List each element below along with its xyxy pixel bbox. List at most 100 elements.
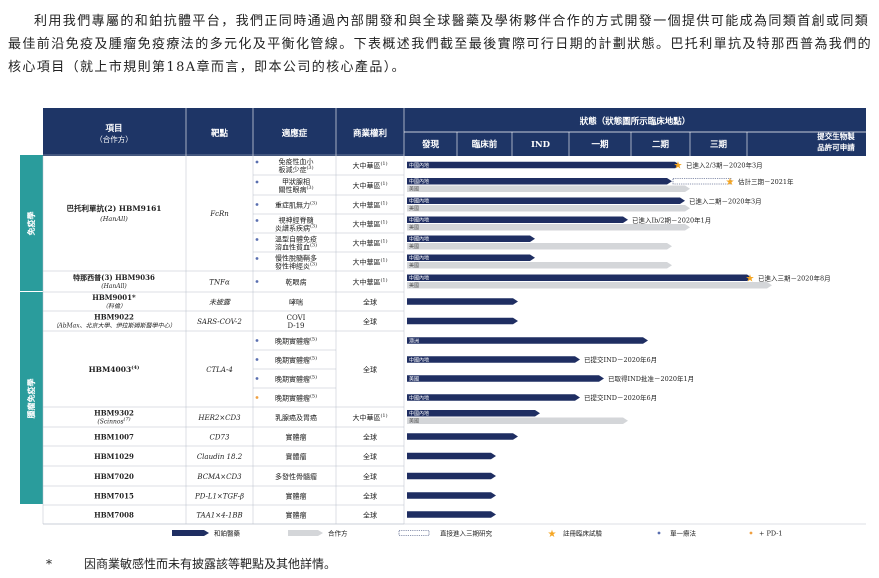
indication-name: 溫型自體免疫: [275, 235, 317, 244]
indication-name: 晚期實體瘤(5): [275, 336, 317, 346]
rights-value: 大中華區(1): [352, 160, 387, 170]
indication-name: 關性眼病(3): [278, 184, 313, 194]
rights-value: 全球: [363, 492, 377, 501]
indication-name: 板減少症(3): [278, 164, 313, 174]
project-name: 特那西普(3) HBM9036: [73, 273, 155, 282]
own-bar-tip: [513, 298, 518, 305]
monotherapy-dot: [255, 280, 259, 283]
indication-name: 溶血性貧血(3): [275, 242, 317, 252]
indication-name: 哮喘: [289, 298, 303, 307]
monotherapy-dot: [255, 180, 259, 184]
legend-direct-label: 直接進入三期研究: [440, 529, 493, 538]
own-bar: [407, 197, 680, 204]
own-bar-tip: [599, 375, 604, 382]
indication-name-sup: (5): [310, 393, 317, 400]
indication-name: 發性神經炎(3): [275, 261, 317, 271]
target-name: PD-L1×TGF-β: [194, 493, 244, 501]
header-indication: 適應症: [282, 128, 308, 139]
registration-star: ★: [746, 273, 755, 284]
indication-name: 重症肌無力(3): [275, 200, 317, 210]
stage-label: 臨床前: [472, 139, 498, 150]
indication-name: 多發性骨髓瘤: [275, 472, 317, 481]
legend-own-label: 和鉑醫藥: [214, 529, 241, 538]
bar-note: 已進入三期－2020年8月: [758, 273, 831, 282]
own-bar-tip: [575, 356, 580, 363]
bar-label: 中國內地: [409, 410, 429, 417]
indication-name: 乳腺癌及胃癌: [275, 413, 317, 422]
partner-bar-tip: [767, 282, 772, 289]
legend-pd1-dot: [749, 531, 753, 535]
monotherapy-dot: [255, 257, 259, 260]
rights-value-sup: (1): [380, 180, 387, 187]
legend-pd1-label: + PD-1: [759, 530, 783, 538]
project-name: HBM4003(4): [89, 364, 140, 374]
stage-label: 三期: [710, 139, 728, 150]
target-name: HER2×CD3: [197, 414, 241, 422]
registration-star: ★: [674, 161, 683, 172]
legend-star-label: 註冊臨床試驗: [563, 529, 603, 538]
section-label: 腫瘤免疫學: [26, 379, 36, 419]
project-name: HBM7015: [94, 492, 134, 501]
footnote: * 因商業敏感性而未有披露該等靶點及其他詳情。: [46, 555, 336, 572]
project-name: HBM1007: [94, 433, 134, 442]
stage-label-bla-2: 品許可申請: [817, 142, 855, 152]
partner-bar-tip: [667, 243, 672, 250]
own-bar: [407, 394, 575, 401]
bar-note: 估計三期－2021年: [738, 177, 794, 186]
partner-bar: [407, 417, 623, 424]
partner-bar: [407, 262, 667, 269]
bar-label: 中國內地: [409, 162, 429, 169]
target-name: TAA1×4-1BB: [196, 512, 242, 520]
own-bar: [407, 235, 530, 242]
footnote-text: 因商業敏感性而未有披露該等靶點及其他詳情。: [84, 557, 337, 571]
indication-name: 實體瘤: [286, 492, 307, 501]
own-bar: [407, 410, 535, 417]
own-bar: [407, 356, 575, 363]
rights-value-sup: (1): [380, 238, 387, 245]
project-partner: (HanAll): [100, 215, 128, 223]
bar-label: 美國: [409, 375, 419, 382]
partner-bar: [407, 205, 685, 212]
legend-mono-dot: [657, 531, 661, 535]
section-band: [20, 292, 43, 504]
legend-partner-swatch: [288, 530, 318, 536]
direct-phase3-box: [672, 178, 732, 185]
rights-value: 全球: [363, 433, 377, 442]
header-rights: 商業權利: [353, 128, 387, 139]
rights-value: 大中華區(1): [352, 238, 387, 248]
project-name: HBM9302: [94, 409, 134, 418]
partner-bar-tip: [623, 417, 628, 424]
project-partner: (Scinnos(7): [97, 416, 130, 426]
bar-label: 中國內地: [409, 217, 429, 224]
own-bar: [407, 433, 513, 440]
bar-label: 中國內地: [409, 356, 429, 363]
bar-label: 中國內地: [409, 275, 429, 282]
indication-name-sup: (5): [310, 374, 317, 381]
rights-value: 全球: [363, 472, 377, 481]
own-bar: [407, 492, 491, 499]
own-bar-tip: [623, 216, 628, 223]
indication-name-sup: (3): [306, 184, 313, 191]
partner-bar-tip: [685, 224, 690, 231]
own-bar-tip: [680, 197, 685, 204]
own-bar: [407, 317, 513, 325]
indication-name-sup: (3): [310, 200, 317, 207]
own-bar-tip: [530, 235, 535, 242]
bar-note: 已提交IND－2020年6月: [584, 355, 657, 364]
header-project-sub: （合作方）: [95, 134, 133, 144]
bar-label: 中國內地: [409, 236, 429, 243]
bar-label: 美國: [409, 418, 419, 425]
indication-name: 實體瘤: [286, 452, 307, 461]
indication-name-sup: (3): [310, 261, 317, 268]
monotherapy-dot: [255, 377, 259, 380]
bar-note: 已進入2/3期－2020年3月: [686, 161, 763, 170]
stage-label-bla-1: 提交生物製: [817, 131, 855, 141]
target-name: CTLA-4: [206, 366, 233, 374]
monotherapy-dot: [255, 358, 259, 361]
rights-value-sup: (1): [380, 277, 387, 284]
target-name: Claudin 18.2: [197, 453, 243, 461]
rights-value: 大中華區(1): [352, 412, 387, 422]
own-bar: [407, 216, 623, 223]
indication-name: 晚期實體瘤(5): [275, 355, 317, 365]
rights-value: 全球: [363, 511, 377, 520]
